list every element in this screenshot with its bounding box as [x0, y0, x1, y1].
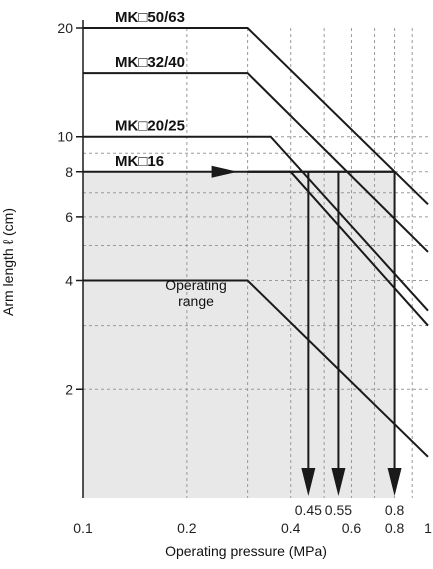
x-tick-label-1: 1 — [424, 520, 432, 536]
y-tick-label-6: 6 — [65, 209, 73, 225]
series-label-mk32-40: MK□32/40 — [115, 54, 185, 71]
x-tick-label-0-1: 0.1 — [73, 520, 93, 536]
x-tick-label-0-6: 0.6 — [342, 520, 362, 536]
operating-range-label-line1: Operating — [165, 277, 226, 293]
y-axis-title: Arm length ℓ (cm) — [0, 208, 16, 316]
y-tick-label-4: 4 — [65, 273, 73, 289]
series-label-mk16: MK□16 — [115, 153, 164, 170]
x-axis-title: Operating pressure (MPa) — [165, 543, 327, 559]
series-label-mk20-25: MK□20/25 — [115, 118, 185, 135]
operating-range-label-line2: range — [178, 293, 214, 309]
y-tick-label-8: 8 — [65, 164, 73, 180]
y-tick-label-2: 2 — [65, 381, 73, 397]
drop-arrow-label-0-8: 0.8 — [385, 502, 405, 518]
x-tick-label-0-2: 0.2 — [177, 520, 197, 536]
y-tick-label-10: 10 — [57, 129, 73, 145]
x-tick-label-0-8: 0.8 — [385, 520, 405, 536]
x-tick-label-0-4: 0.4 — [281, 520, 301, 536]
y-tick-label-20: 20 — [57, 20, 73, 36]
series-label-mk50-63: MK□50/63 — [115, 9, 185, 26]
drop-arrow-label-0-45: 0.45 — [295, 502, 322, 518]
drop-arrow-label-0-55: 0.55 — [325, 502, 352, 518]
